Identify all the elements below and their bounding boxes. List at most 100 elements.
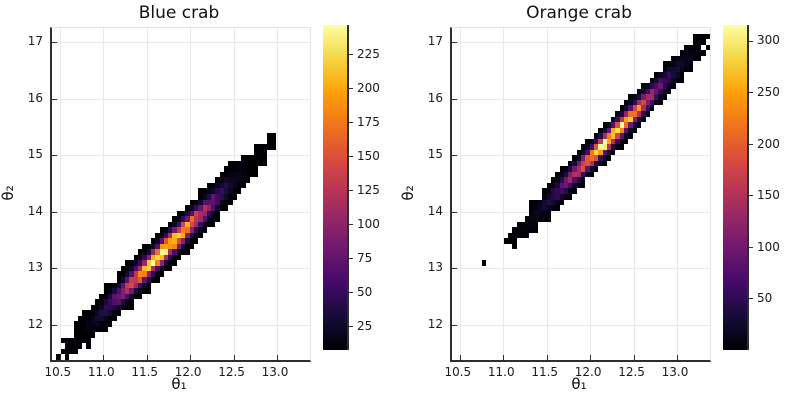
- colorbar-tick: [347, 291, 353, 293]
- x-tick: [633, 355, 635, 360]
- x-tick: [59, 355, 61, 360]
- y-gridline: [52, 42, 310, 44]
- x-gridline: [233, 28, 235, 360]
- y-gridline: [52, 98, 310, 100]
- x-gridline: [103, 28, 105, 360]
- x-tick-label: 11.5: [131, 365, 159, 379]
- colorbar-tick-label: 150: [357, 148, 380, 163]
- x-gridline: [633, 28, 635, 360]
- y-tick-label: 17: [427, 34, 443, 49]
- colorbar-tick-label: 50: [357, 284, 373, 299]
- colorbar-tick: [347, 121, 353, 123]
- y-tick: [52, 268, 57, 270]
- y-tick-label: 12: [27, 316, 43, 331]
- colorbar-orange-crab: 50 100 150 200 250 300: [723, 25, 780, 350]
- heatmap-canvas-blue-crab: [52, 28, 310, 360]
- y-tick-label: 15: [427, 147, 443, 162]
- x-tick-label: 12.5: [618, 365, 645, 379]
- colorbar-tick-label: 25: [357, 318, 373, 333]
- colorbar-tick-label: 300: [757, 33, 780, 48]
- y-tick-label: 14: [427, 203, 443, 218]
- x-tick: [233, 355, 235, 360]
- colorbar-tick: [347, 325, 353, 327]
- colorbar-tick: [347, 223, 353, 225]
- y-tick-label: 13: [27, 260, 43, 275]
- y-gridline: [452, 211, 710, 213]
- x-gridline: [459, 28, 461, 360]
- x-tick-label: 12.5: [218, 365, 245, 379]
- x-gridline: [190, 28, 192, 360]
- x-tick: [459, 355, 461, 360]
- y-tick: [452, 42, 457, 44]
- y-tick: [452, 98, 457, 100]
- x-gridline: [146, 28, 148, 360]
- colorbar-tick: [747, 92, 753, 94]
- y-gridline: [52, 211, 310, 213]
- colorbar-blue-crab: 25 50 75 100 125 150 175 200 225: [323, 25, 380, 350]
- plot-area-blue-crab: [50, 27, 311, 362]
- heatmap-canvas-orange-crab: [452, 28, 710, 360]
- y-gridline: [452, 42, 710, 44]
- colorbar-tick-label: 150: [757, 188, 780, 203]
- y-tick: [52, 324, 57, 326]
- colorbar-tick: [747, 40, 753, 42]
- x-gridline: [590, 28, 592, 360]
- colorbar-gradient-orange-crab: [723, 25, 747, 350]
- colorbar-tick-label: 225: [357, 46, 380, 61]
- x-gridline: [546, 28, 548, 360]
- x-gridline: [59, 28, 61, 360]
- x-tick-label: 11.0: [487, 365, 515, 379]
- y-tick-label: 17: [27, 34, 43, 49]
- y-gridline: [452, 268, 710, 270]
- y-gridline: [452, 155, 710, 157]
- x-tick: [590, 355, 592, 360]
- x-tick-label: 11.0: [87, 365, 115, 379]
- plot-area-orange-crab: [450, 27, 711, 362]
- y-axis-label-orange-crab: θ₂: [399, 185, 417, 201]
- y-tick-label: 16: [27, 90, 43, 105]
- y-tick: [452, 268, 457, 270]
- y-tick: [452, 324, 457, 326]
- x-tick: [503, 355, 505, 360]
- colorbar-tick: [347, 257, 353, 259]
- colorbar-tick-label: 75: [357, 250, 373, 265]
- y-tick-label: 16: [427, 90, 443, 105]
- colorbar-tick-label: 200: [357, 80, 380, 95]
- x-tick: [190, 355, 192, 360]
- x-tick-label: 10.5: [444, 365, 472, 379]
- x-tick-label: 13.0: [661, 365, 689, 379]
- chart-title-blue-crab: Blue crab: [138, 3, 220, 23]
- colorbar-tick: [747, 195, 753, 197]
- colorbar-gradient-blue-crab: [323, 25, 347, 350]
- y-tick: [52, 211, 57, 213]
- colorbar-tick: [347, 53, 353, 55]
- x-tick: [146, 355, 148, 360]
- y-gridline: [52, 155, 310, 157]
- x-tick: [277, 355, 278, 360]
- colorbar-tick: [747, 143, 753, 145]
- x-tick: [546, 355, 548, 360]
- x-gridline: [503, 28, 505, 360]
- x-tick-label: 11.5: [531, 365, 559, 379]
- colorbar-tick: [347, 155, 353, 157]
- y-tick-label: 15: [27, 147, 43, 162]
- y-tick: [452, 155, 457, 157]
- y-gridline: [452, 324, 710, 326]
- colorbar-tick-label: 100: [757, 239, 780, 254]
- colorbar-tick-label: 175: [357, 114, 380, 129]
- y-tick-label: 12: [427, 316, 443, 331]
- y-tick-label: 13: [427, 260, 443, 275]
- x-tick: [677, 355, 678, 360]
- colorbar-tick: [747, 298, 753, 300]
- y-tick: [52, 42, 57, 44]
- colorbar-tick-label: 50: [757, 291, 773, 306]
- x-tick: [103, 355, 105, 360]
- colorbar-tick-label: 250: [757, 85, 780, 100]
- y-gridline: [52, 268, 310, 270]
- y-axis-label-blue-crab: θ₂: [0, 185, 17, 201]
- colorbar-tick: [347, 189, 353, 191]
- x-tick-label: 12.0: [574, 365, 602, 379]
- y-gridline: [452, 98, 710, 100]
- colorbar-tick-label: 200: [757, 136, 780, 151]
